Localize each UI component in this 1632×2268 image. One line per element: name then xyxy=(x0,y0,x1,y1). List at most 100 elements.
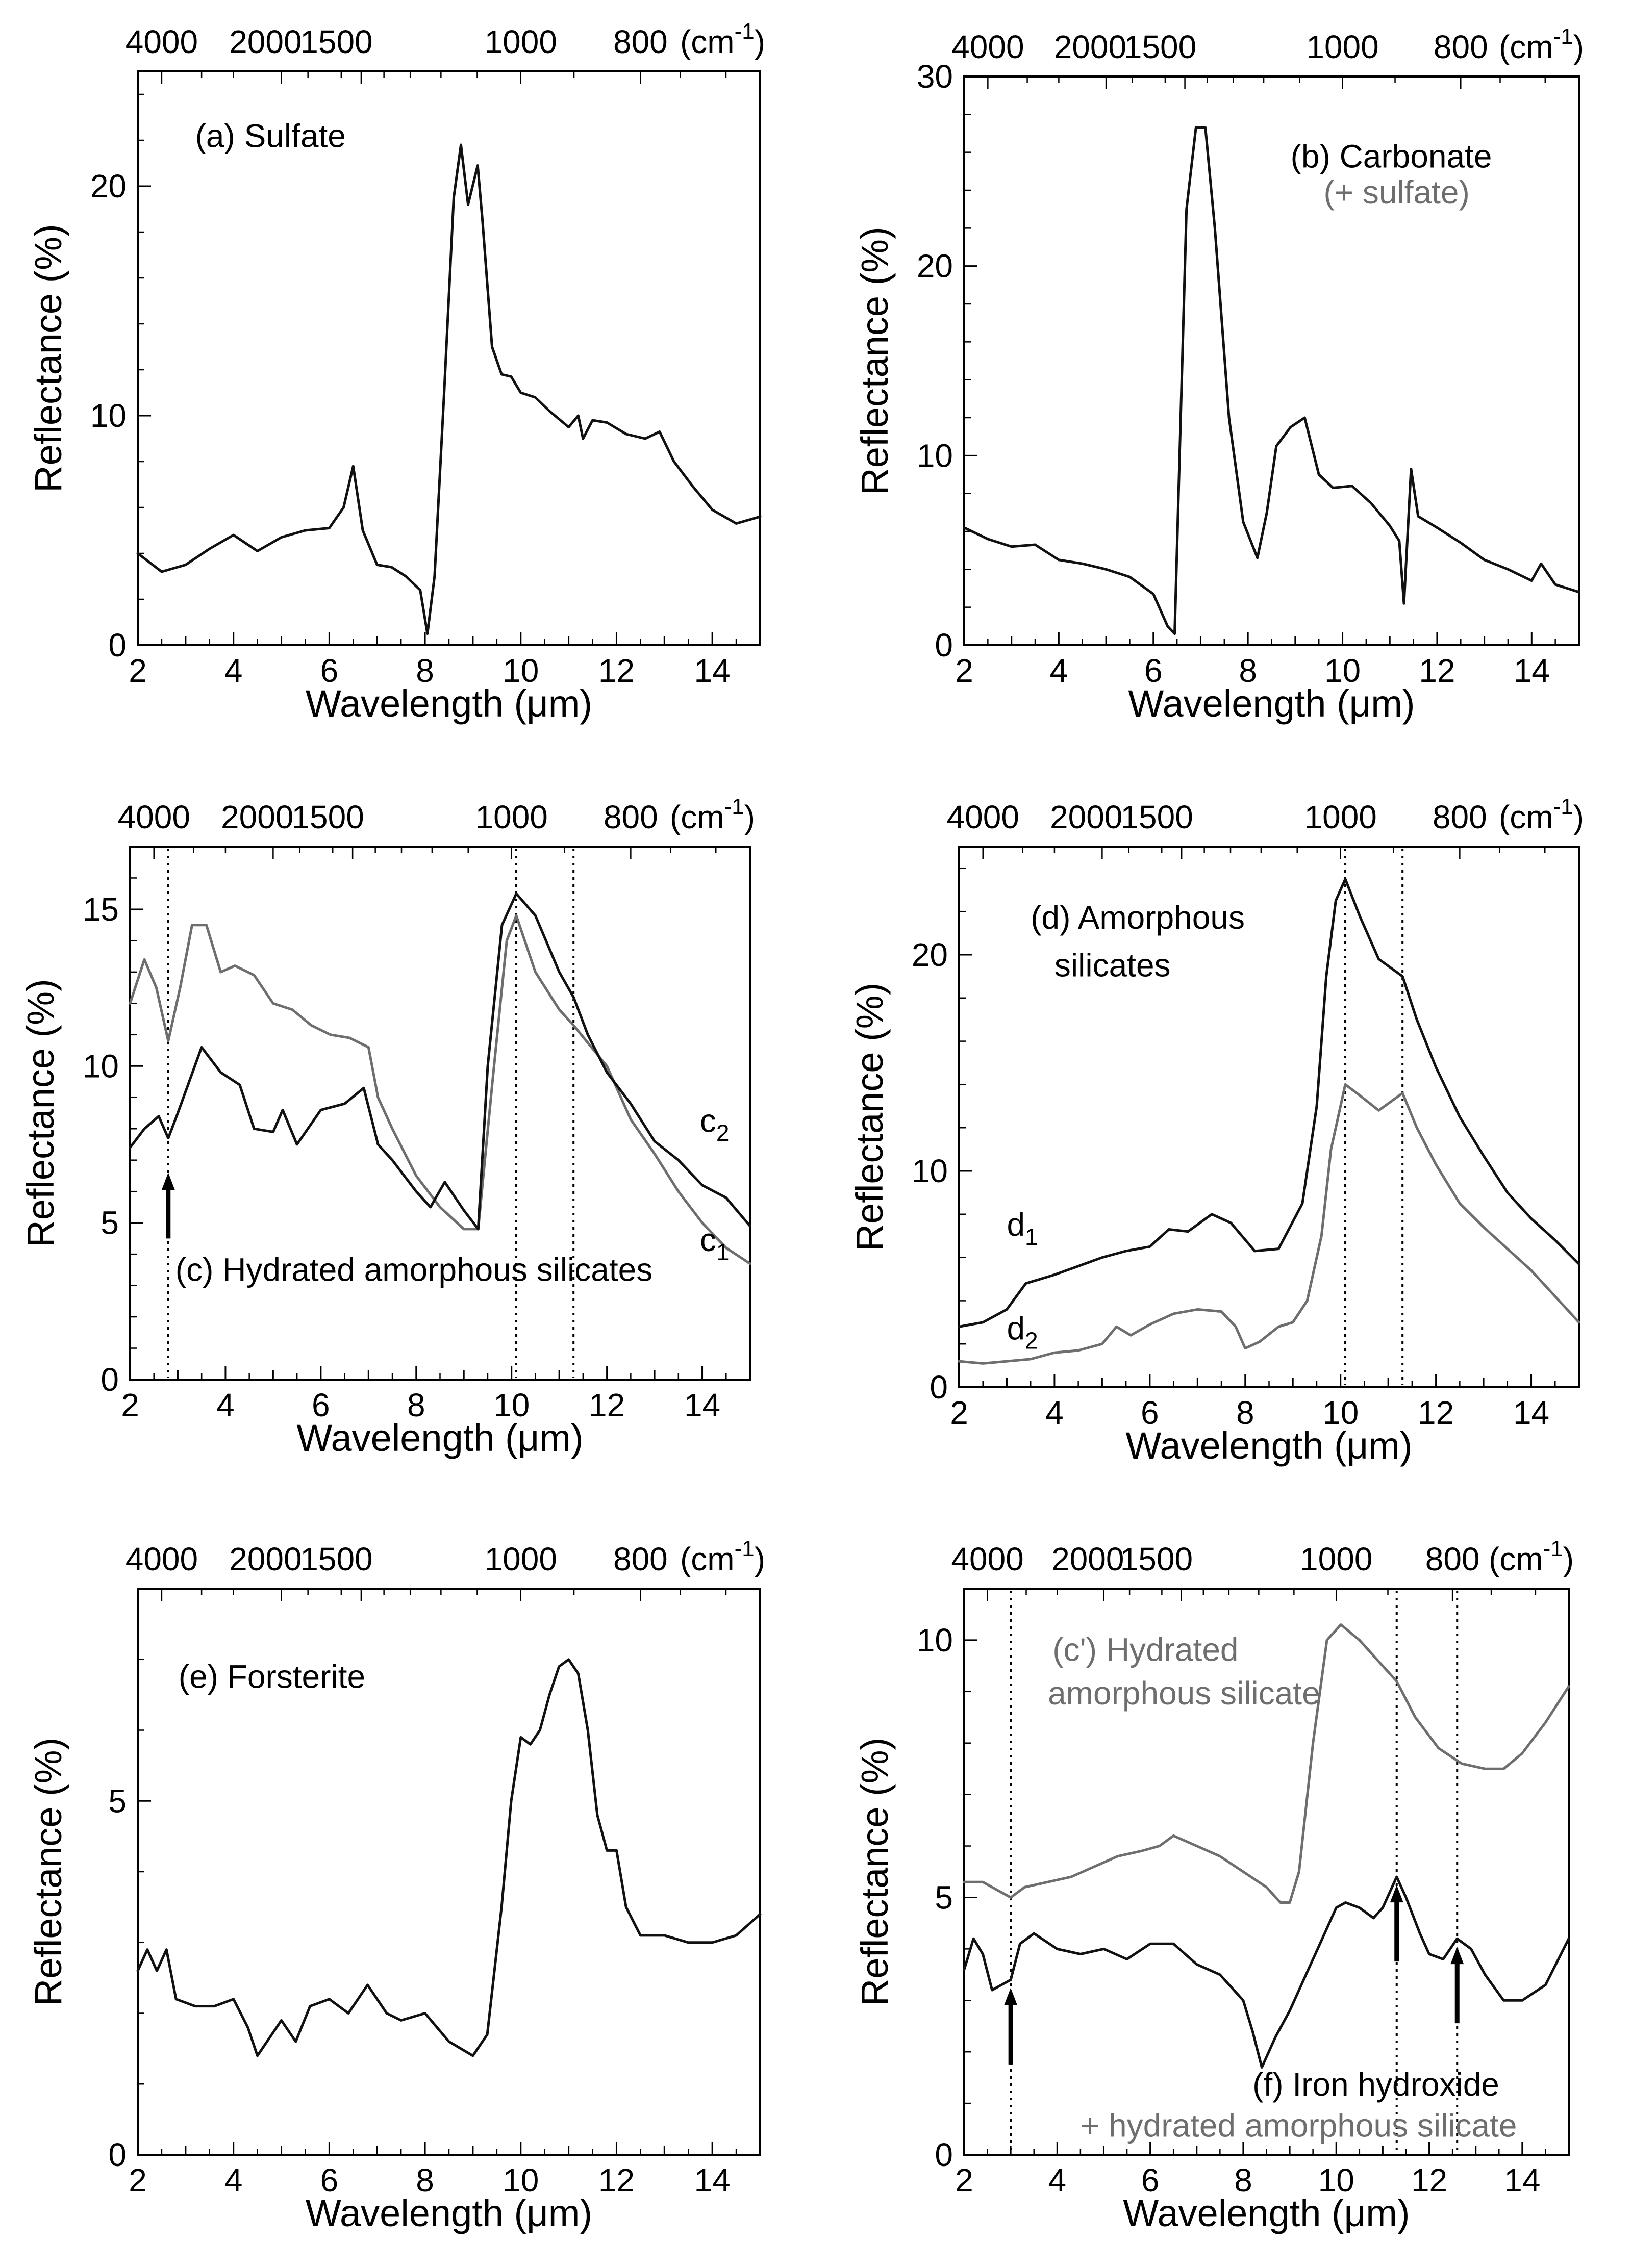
series-label-sub: 2 xyxy=(716,1119,730,1146)
top-tick-label: 2000 xyxy=(229,23,302,60)
y-tick-label: 20 xyxy=(90,168,127,205)
series-note: (c') Hydrated xyxy=(1052,1631,1238,1668)
top-tick-label: 4000 xyxy=(118,799,190,835)
y-tick-label: 5 xyxy=(935,1879,953,1916)
series-line-c1 xyxy=(129,914,751,1265)
panel-title: (f) Iron hydroxide xyxy=(1252,2066,1499,2103)
top-tick-label: 800 xyxy=(613,1541,668,1577)
top-tick-label: 800 xyxy=(1425,1541,1480,1577)
series-line-c2 xyxy=(129,892,751,1231)
arrow-head xyxy=(1004,1987,1018,2005)
top-tick-label: 2000 xyxy=(229,1541,302,1577)
x-tick-label: 6 xyxy=(320,652,339,689)
series-line-forsterite xyxy=(136,1658,762,2057)
top-axis-unit: (cm-1) xyxy=(1499,794,1584,835)
y-axis-label: Reflectance (%) xyxy=(853,1738,896,2006)
y-tick-label: 0 xyxy=(930,1369,948,1406)
x-tick-label: 2 xyxy=(129,2162,147,2199)
y-tick-label: 30 xyxy=(917,58,953,95)
x-tick-label: 4 xyxy=(216,1387,235,1423)
y-tick-label: 5 xyxy=(108,1782,127,1819)
y-axis-label: Reflectance (%) xyxy=(848,983,891,1251)
top-tick-label: 4000 xyxy=(125,23,198,60)
x-tick-label: 12 xyxy=(1418,1394,1454,1431)
y-tick-label: 10 xyxy=(917,1622,953,1659)
panel-title: (d) Amorphous xyxy=(1031,899,1245,936)
x-tick-label: 8 xyxy=(416,652,434,689)
top-tick-label: 1000 xyxy=(1300,1541,1372,1577)
top-tick-label: 1000 xyxy=(1306,29,1378,65)
top-tick-label: 1500 xyxy=(300,1541,372,1577)
panel-title: (a) Sulfate xyxy=(195,118,346,155)
x-axis-label: Wavelength (μm) xyxy=(1128,682,1415,725)
x-axis-label: Wavelength (μm) xyxy=(306,2192,592,2234)
x-axis-label: Wavelength (μm) xyxy=(296,1417,583,1459)
top-axis-unit: (cm-1) xyxy=(680,19,765,60)
top-tick-label: 1000 xyxy=(1304,799,1377,835)
y-tick-label: 0 xyxy=(101,1361,119,1398)
x-tick-label: 12 xyxy=(598,2162,635,2199)
y-axis-label: Reflectance (%) xyxy=(27,224,69,492)
unit-superscript: -1 xyxy=(1543,1536,1563,1561)
y-tick-label: 10 xyxy=(912,1153,948,1189)
series-label-base: c xyxy=(700,1102,716,1139)
top-tick-label: 2000 xyxy=(1050,799,1122,835)
series-line-c xyxy=(963,1623,1570,1904)
arrow-head xyxy=(1450,1947,1464,1965)
panel-subtitle: (+ sulfate) xyxy=(1323,174,1469,211)
x-tick-label: 2 xyxy=(955,2162,973,2199)
y-tick-label: 0 xyxy=(108,2136,127,2173)
arrow-head xyxy=(1390,1885,1403,1903)
x-tick-label: 8 xyxy=(1234,2162,1252,2199)
x-tick-label: 8 xyxy=(407,1387,425,1423)
x-tick-label: 14 xyxy=(694,2162,731,2199)
y-tick-label: 10 xyxy=(83,1048,119,1084)
unit-superscript: -1 xyxy=(1553,24,1573,49)
x-tick-label: 10 xyxy=(503,652,539,689)
top-tick-label: 2000 xyxy=(1051,1541,1124,1577)
unit-superscript: -1 xyxy=(724,794,744,819)
top-axis-unit: (cm-1) xyxy=(1489,1536,1574,1577)
unit-close: ) xyxy=(755,1541,765,1577)
series-label: c2 xyxy=(700,1102,730,1146)
x-tick-label: 14 xyxy=(684,1387,720,1423)
top-tick-label: 1000 xyxy=(475,799,548,835)
x-tick-label: 6 xyxy=(1144,652,1163,689)
top-tick-label: 800 xyxy=(613,23,668,60)
top-tick-label: 2000 xyxy=(221,799,293,835)
top-axis-unit: (cm-1) xyxy=(1499,24,1584,65)
y-tick-label: 20 xyxy=(917,248,953,285)
x-tick-label: 10 xyxy=(1322,1394,1359,1431)
panel-subtitle: silicates xyxy=(1054,947,1171,983)
plot-frame xyxy=(129,846,751,1381)
unit-superscript: -1 xyxy=(735,1536,755,1561)
y-tick-label: 20 xyxy=(912,936,948,973)
x-tick-label: 12 xyxy=(1419,652,1455,689)
series-label: d2 xyxy=(1007,1310,1038,1354)
top-tick-label: 4000 xyxy=(951,1541,1023,1577)
y-tick-label: 0 xyxy=(108,627,127,664)
y-axis-label: Reflectance (%) xyxy=(19,979,62,1247)
unit-close: ) xyxy=(1573,799,1584,835)
series-label-sub: 2 xyxy=(1025,1328,1038,1354)
x-tick-label: 14 xyxy=(1504,2162,1540,2199)
unit-superscript: -1 xyxy=(1553,794,1573,819)
series-label-base: d xyxy=(1007,1206,1025,1243)
x-tick-label: 10 xyxy=(1318,2162,1354,2199)
x-tick-label: 2 xyxy=(955,652,973,689)
x-tick-label: 14 xyxy=(1514,652,1550,689)
panel-title: (b) Carbonate xyxy=(1291,138,1492,174)
series-line-d2 xyxy=(958,1083,1580,1365)
top-tick-label: 4000 xyxy=(125,1541,198,1577)
x-tick-label: 6 xyxy=(1141,1394,1159,1431)
y-tick-label: 10 xyxy=(90,397,127,434)
x-tick-label: 2 xyxy=(121,1387,139,1423)
plot-frame xyxy=(137,70,761,646)
panel-title: (c) Hydrated amorphous silicates xyxy=(175,1251,652,1288)
x-tick-label: 10 xyxy=(1324,652,1361,689)
panel-title: (e) Forsterite xyxy=(179,1658,365,1695)
series-note: amorphous silicate xyxy=(1048,1675,1320,1712)
x-tick-label: 10 xyxy=(493,1387,530,1423)
